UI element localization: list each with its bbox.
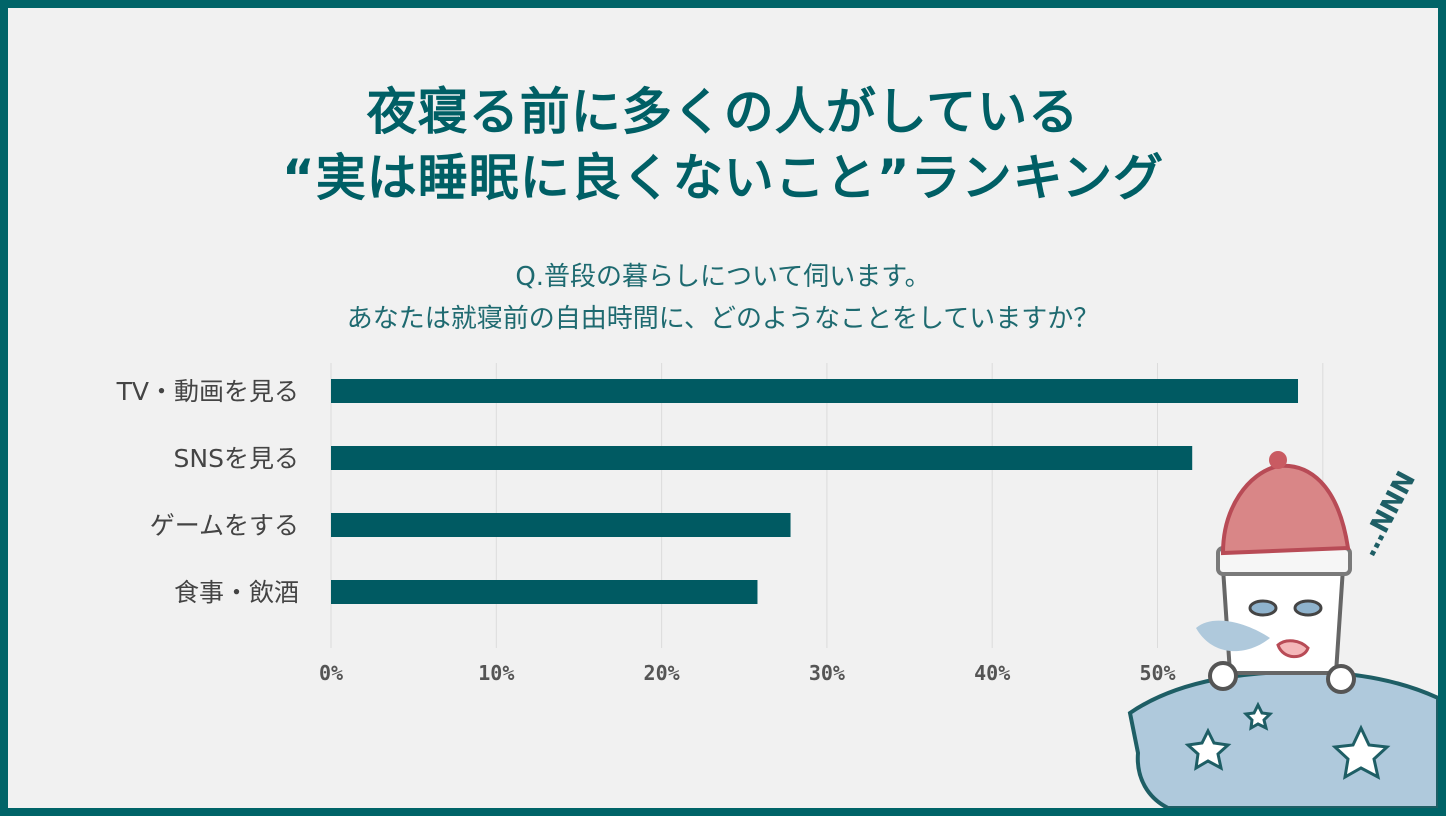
x-tick-label: 50% [1139,661,1175,685]
infographic-frame: 夜寝る前に多くの人がしている “実は睡眠に良くないこと”ランキング Q.普段の暮… [8,8,1438,808]
category-label: ゲームをする [150,511,299,540]
x-tick-label: 0% [319,661,343,685]
category-label: 食事・飲酒 [174,578,299,607]
x-tick-label: 40% [974,661,1010,685]
x-tick-label: 20% [644,661,680,685]
category-label: SNSを見る [174,444,299,473]
x-axis-tick-labels: 0% 10% 20% 30% 40% 50% [319,661,1176,685]
bar [331,513,791,537]
bar [331,446,1193,470]
title-line-2: “実は睡眠に良くないこと”ランキング [281,149,1165,207]
x-tick-label: 10% [478,661,514,685]
nightcap-pompom [1269,451,1287,469]
bar [331,580,758,604]
nightcap-shape [1220,463,1351,556]
question-line-2: あなたは就寝前の自由時間に、どのようなことをしていますか？ [346,304,1100,334]
bar [331,379,1299,403]
category-label: TV・動画を見る [116,377,299,406]
title-line-1: 夜寝る前に多くの人がしている [366,83,1080,141]
chart-bars [331,379,1299,604]
blanket-shape [1127,669,1438,808]
character-body [1220,566,1346,675]
question-line-1: Q.普段の暮らしについて伺います。 [515,262,931,292]
chart-grid [330,363,1324,648]
x-tick-label: 30% [809,661,845,685]
sleeping-character-icon: …NNN [1127,451,1438,808]
snore-text: …NNN [1353,467,1422,562]
